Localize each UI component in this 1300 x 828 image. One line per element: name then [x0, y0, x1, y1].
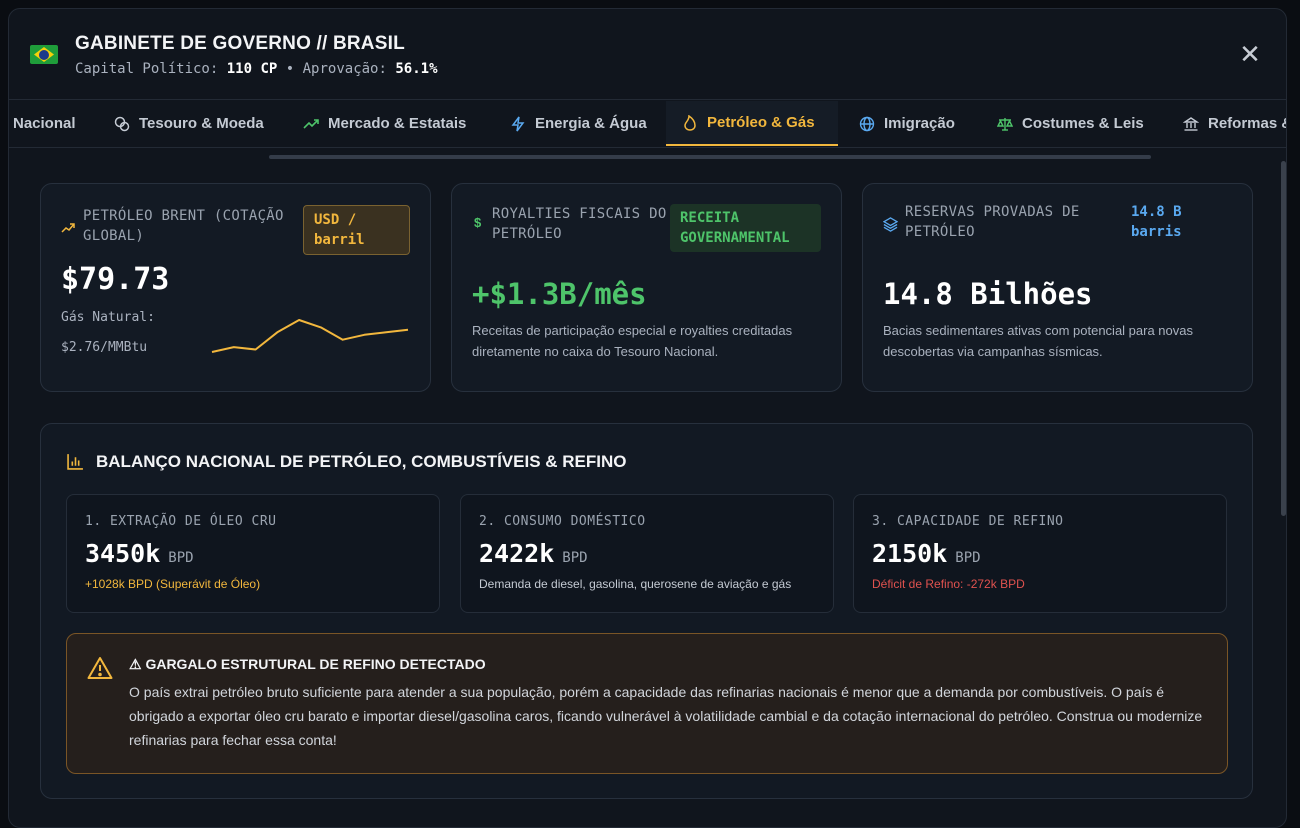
stat-note: +1028k BPD (Superávit de Óleo)	[85, 577, 261, 591]
tab-scrollbar[interactable]	[269, 155, 1151, 159]
gas-value: $2.76/MMBtu	[61, 340, 148, 355]
warning-icon	[87, 657, 113, 679]
reserves-value: 14.8 Bilhões	[883, 277, 1093, 311]
tab-label: Costumes & Leis	[1022, 115, 1144, 132]
approval-value: 56.1%	[395, 61, 438, 77]
extraction-stat: 1. EXTRAÇÃO DE ÓLEO CRU 3450k BPD +1028k …	[66, 494, 440, 613]
tab-costumes-leis[interactable]: Costumes & Leis	[981, 101, 1160, 146]
capital-label: Capital Político:	[75, 61, 219, 77]
modal-title: GABINETE DE GOVERNO // BRASIL	[75, 33, 405, 54]
stat-label: 2. CONSUMO DOMÉSTICO	[479, 514, 646, 529]
brent-price-value: $79.73	[61, 262, 170, 297]
tab-mercado-estatais[interactable]: Mercado & Estatais	[287, 101, 482, 146]
reserves-description: Bacias sedimentares ativas com potencial…	[883, 323, 1193, 359]
bolt-icon	[511, 116, 525, 131]
stat-unit: BPD	[955, 550, 981, 566]
brent-price-card: PETRÓLEO BRENT (COTAÇÃO GLOBAL) USD / ba…	[40, 183, 431, 392]
stat-note: Déficit de Refino: -272k BPD	[872, 577, 1025, 591]
trending-up-icon	[61, 223, 75, 233]
scale-icon	[997, 117, 1013, 131]
tab-label: Petróleo & Gás	[707, 114, 815, 131]
close-icon[interactable]: ✕	[1239, 39, 1261, 69]
consumption-stat: 2. CONSUMO DOMÉSTICO 2422k BPD Demanda de…	[460, 494, 834, 613]
tab-label: Energia & Água	[535, 115, 647, 132]
stat-unit: BPD	[168, 550, 194, 566]
alert-title: ⚠ GARGALO ESTRUTURAL DE REFINO DETECTADO	[129, 656, 486, 672]
oil-balance-section: BALANÇO NACIONAL DE PETRÓLEO, COMBUSTÍVE…	[40, 423, 1253, 799]
layers-icon	[883, 217, 898, 232]
coins-icon	[114, 116, 130, 131]
brent-sparkline	[211, 319, 409, 353]
refining-bottleneck-alert: ⚠ GARGALO ESTRUTURAL DE REFINO DETECTADO…	[66, 633, 1228, 774]
tab-content: PETRÓLEO BRENT (COTAÇÃO GLOBAL) USD / ba…	[9, 161, 1280, 827]
tab-imigracao[interactable]: Imigração	[843, 101, 971, 146]
stat-value: 3450k BPD	[85, 539, 194, 568]
content-scrollbar[interactable]	[1281, 161, 1286, 516]
tab-label: Imigração	[884, 115, 955, 132]
stat-label: 1. EXTRAÇÃO DE ÓLEO CRU	[85, 514, 277, 529]
tab-label: Tesouro & Moeda	[139, 115, 264, 132]
stat-value: 2422k BPD	[479, 539, 588, 568]
stat-note: Demanda de diesel, gasolina, querosene d…	[479, 577, 792, 591]
tab-nacional[interactable]: Nacional	[9, 101, 92, 146]
globe-icon	[859, 116, 875, 131]
royalties-description: Receitas de participação especial e roya…	[472, 323, 793, 359]
tab-label: Nacional	[13, 115, 76, 132]
flame-icon	[684, 114, 696, 131]
royalties-label: ROYALTIES FISCAIS DO PETRÓLEO	[492, 206, 667, 242]
stats-separator: •	[285, 61, 295, 77]
brent-unit-badge: USD / barril	[303, 205, 410, 255]
capital-value: 110 CP	[226, 61, 278, 77]
tab-label: Reformas &	[1208, 115, 1287, 132]
bar-chart-icon	[67, 454, 83, 470]
tab-petroleo-gas[interactable]: Petróleo & Gás	[666, 101, 838, 146]
stat-label: 3. CAPACIDADE DE REFINO	[872, 514, 1064, 529]
royalties-badge: RECEITA GOVERNAMENTAL	[670, 204, 821, 252]
alert-body: O país extrai petróleo bruto suficiente …	[129, 684, 1203, 748]
refining-stat: 3. CAPACIDADE DE REFINO 2150k BPD Déficit…	[853, 494, 1227, 613]
gas-label: Gás Natural:	[61, 310, 155, 325]
royalties-card: $ ROYALTIES FISCAIS DO PETRÓLEO RECEITA …	[451, 183, 842, 392]
brent-label: PETRÓLEO BRENT (COTAÇÃO GLOBAL)	[83, 208, 284, 244]
tab-tesouro-moeda[interactable]: Tesouro & Moeda	[98, 101, 280, 146]
dollar-icon: $	[474, 215, 482, 230]
reserves-label: RESERVAS PROVADAS DE PETRÓLEO	[905, 204, 1080, 240]
reserves-card: RESERVAS PROVADAS DE PETRÓLEO 14.8 B bar…	[862, 183, 1253, 392]
brazil-flag-icon	[30, 45, 58, 64]
approval-label: Aprovação:	[302, 61, 387, 77]
government-cabinet-modal: GABINETE DE GOVERNO // BRASIL Capital Po…	[8, 8, 1287, 828]
tab-energia-agua[interactable]: Energia & Água	[494, 101, 663, 146]
political-stats: Capital Político: 110 CP • Aprovação: 56…	[75, 61, 438, 77]
section-title: BALANÇO NACIONAL DE PETRÓLEO, COMBUSTÍVE…	[96, 452, 627, 471]
tab-label: Mercado & Estatais	[328, 115, 467, 132]
trending-up-icon	[303, 118, 319, 129]
modal-header: GABINETE DE GOVERNO // BRASIL Capital Po…	[9, 9, 1286, 100]
tab-reformas[interactable]: Reformas &	[1167, 101, 1287, 146]
reserves-badge: 14.8 B barris	[1131, 204, 1182, 240]
stat-value: 2150k BPD	[872, 539, 981, 568]
tab-bar: Nacional Tesouro & Moeda Mercado & Estat…	[9, 101, 1286, 148]
stat-unit: BPD	[562, 550, 588, 566]
royalties-value: +$1.3B/mês	[472, 277, 647, 311]
landmark-icon	[1183, 116, 1199, 131]
